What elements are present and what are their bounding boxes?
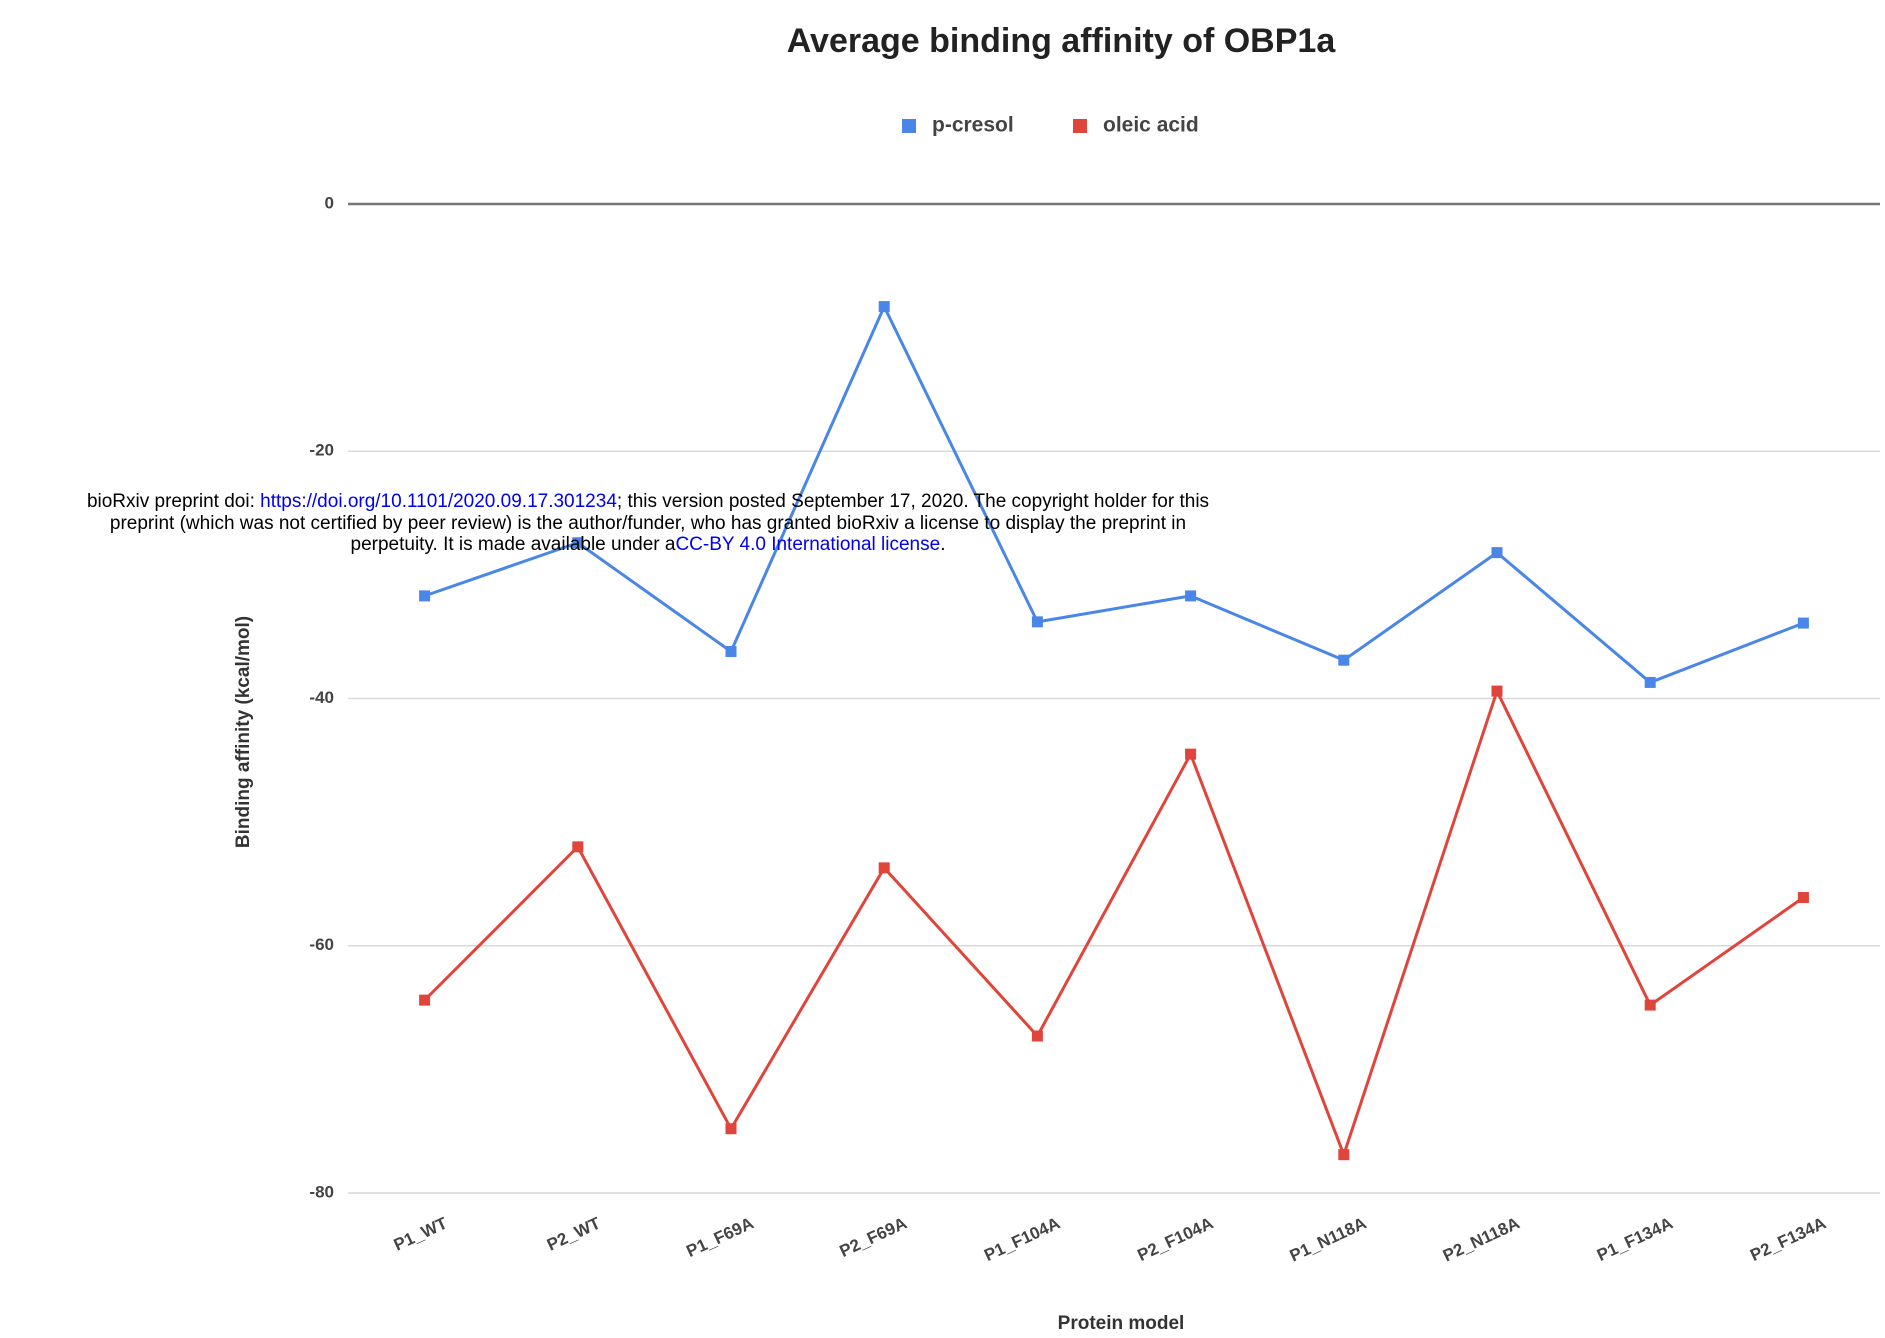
legend-swatch bbox=[1073, 119, 1087, 133]
x-tick-label: P2_N118A bbox=[1440, 1213, 1523, 1265]
data-point bbox=[1185, 748, 1197, 760]
data-point bbox=[878, 301, 890, 313]
x-tick-label: P2_WT bbox=[544, 1213, 604, 1254]
watermark: bioRxiv preprint doi: https://doi.org/10… bbox=[87, 491, 1209, 555]
y-tick-label: -40 bbox=[309, 688, 334, 707]
x-tick-label: P1_F104A bbox=[981, 1213, 1063, 1265]
chart-title: Average binding affinity of OBP1a bbox=[787, 22, 1337, 60]
data-point bbox=[1338, 1149, 1350, 1161]
data-point bbox=[1644, 999, 1656, 1011]
x-axis: P1_WT P2_WT P1_F69A P2_F69A P1_F104A P2_F104A… bbox=[391, 1213, 1829, 1265]
y-tick-label: -20 bbox=[309, 441, 334, 460]
y-axis-title: Binding affinity (kcal/mol) bbox=[233, 616, 254, 848]
data-point bbox=[1491, 547, 1503, 559]
watermark-text: . bbox=[940, 534, 945, 555]
series-line bbox=[423, 689, 1805, 1157]
data-point bbox=[572, 537, 584, 549]
data-point bbox=[725, 1123, 737, 1135]
x-tick-label: P2_F104A bbox=[1134, 1213, 1216, 1265]
x-tick-label: P2_F134A bbox=[1747, 1213, 1829, 1265]
series-line bbox=[424, 305, 1804, 684]
x-tick-label: P1_WT bbox=[391, 1213, 451, 1254]
x-tick-label: P1_N118A bbox=[1287, 1213, 1370, 1265]
data-point bbox=[1797, 892, 1809, 904]
legend-label: p-cresol bbox=[932, 114, 1014, 137]
x-tick-label: P1_F134A bbox=[1594, 1213, 1676, 1265]
x-tick-label: P1_F69A bbox=[683, 1213, 756, 1261]
watermark-line: bioRxiv preprint doi: https://doi.org/10… bbox=[87, 491, 1209, 512]
y-tick-label: -80 bbox=[309, 1182, 334, 1201]
grid: 0 -20 -40 -60 -80 bbox=[309, 193, 1880, 1201]
x-tick-label: P2_F69A bbox=[837, 1213, 910, 1261]
data-point bbox=[419, 994, 431, 1006]
legend: p-cresol oleic acid bbox=[902, 114, 1199, 137]
legend-swatch bbox=[902, 119, 916, 133]
data-point bbox=[1491, 685, 1503, 697]
data-point bbox=[1338, 654, 1350, 666]
data-point bbox=[1185, 590, 1197, 602]
y-tick-label: -60 bbox=[309, 935, 334, 954]
watermark-text: perpetuity. It is made available under a bbox=[351, 534, 676, 555]
plot-area bbox=[419, 301, 1809, 1161]
data-point bbox=[419, 590, 431, 602]
data-point bbox=[1031, 616, 1043, 628]
data-point bbox=[1797, 617, 1809, 629]
data-point bbox=[572, 841, 584, 853]
watermark-line: preprint (which was not certified by pee… bbox=[110, 513, 1186, 534]
data-point bbox=[1031, 1030, 1043, 1042]
watermark-line: perpetuity. It is made available under a… bbox=[351, 534, 946, 555]
y-tick-label: 0 bbox=[325, 193, 334, 212]
x-axis-title: Protein model bbox=[1058, 1313, 1185, 1334]
data-point bbox=[725, 646, 737, 658]
data-point bbox=[878, 862, 890, 874]
watermark-text: bioRxiv preprint doi: bbox=[87, 491, 260, 512]
watermark-link[interactable]: https://doi.org/10.1101/2020.09.17.30123… bbox=[260, 491, 617, 512]
watermark-text: ; this version posted September 17, 2020… bbox=[617, 491, 1209, 512]
legend-label: oleic acid bbox=[1103, 114, 1199, 137]
data-point bbox=[1644, 676, 1656, 688]
watermark-link[interactable]: CC-BY 4.0 International license bbox=[675, 534, 940, 555]
